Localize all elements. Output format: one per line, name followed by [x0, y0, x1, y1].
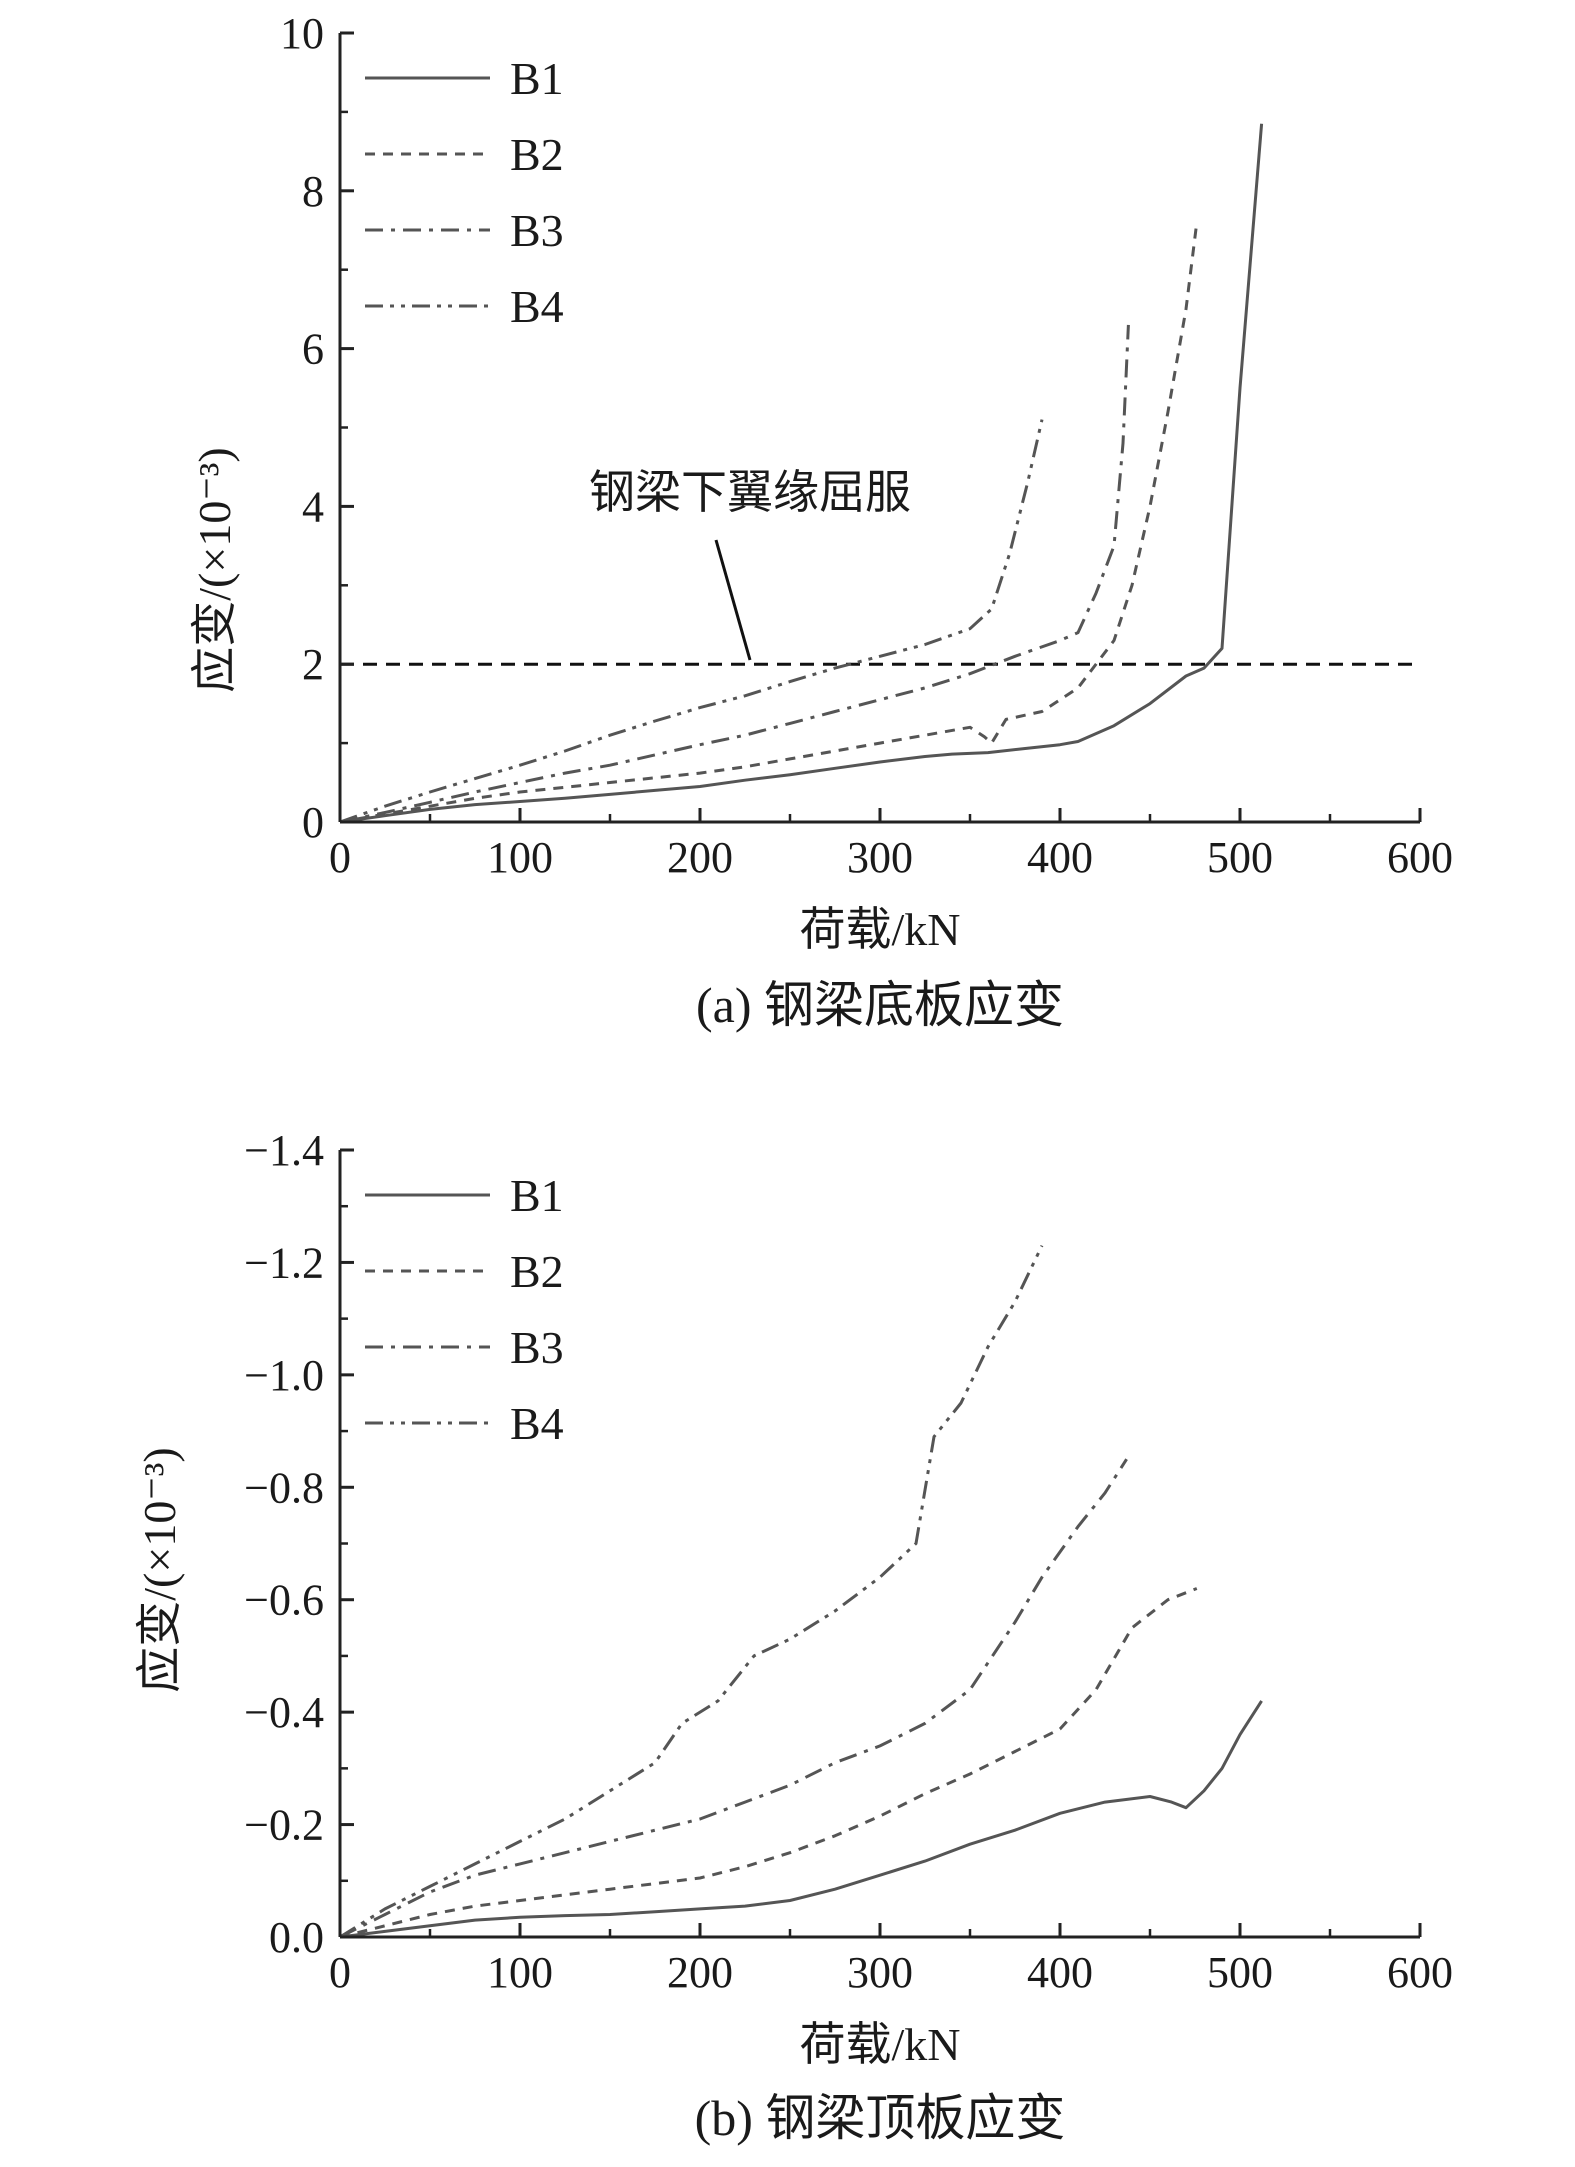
y-axis-title-b: 应变/(×10⁻³) [134, 1447, 185, 1692]
chart-panel-a: 0 100 200 300 400 500 600 0 2 4 6 8 10 B1 B2 B3 B4 应变/(… [189, 9, 1453, 1033]
x-tick-label: 0 [329, 1948, 351, 1997]
tick-labels-b: 0 100 200 300 400 500 600 0.0 −0.2 −0.4 −0.6 −0.8 −1… [244, 1126, 1453, 1997]
legend-label-b4: B4 [510, 281, 564, 332]
x-axis-title-b: 荷载/kN [800, 2019, 961, 2070]
y-tick-label: −0.4 [244, 1688, 324, 1737]
y-tick-label: 10 [280, 9, 324, 58]
legend-label-b1: B1 [510, 53, 564, 104]
legend-label-b3: B3 [510, 1322, 564, 1373]
caption-b: (b) 钢梁顶板应变 [695, 2090, 1066, 2146]
x-tick-label: 200 [667, 1948, 733, 1997]
series-line-b3 [339, 324, 1130, 824]
y-tick-label: −1.2 [244, 1238, 324, 1287]
series-line-b2 [339, 222, 1199, 824]
legend-b: B1 B2 B3 B4 [365, 1170, 564, 1449]
x-tick-label: 300 [847, 833, 913, 882]
y-tick-label: 6 [302, 325, 324, 374]
x-tick-label: 500 [1207, 1948, 1273, 1997]
y-axis-title-a: 应变/(×10⁻³) [189, 447, 240, 692]
legend-label-b3: B3 [510, 205, 564, 256]
x-tick-label: 600 [1387, 833, 1453, 882]
series-line-b1 [339, 123, 1264, 824]
series-line-b1 [339, 1700, 1263, 1939]
annotation-pointer-line [714, 539, 752, 661]
y-tick-label: 2 [302, 640, 324, 689]
y-tick-label: −0.6 [244, 1576, 324, 1625]
x-tick-label: 300 [847, 1948, 913, 1997]
legend-label-b4: B4 [510, 1398, 564, 1449]
legend-label-b1: B1 [510, 1170, 564, 1221]
annotation-yield-label: 钢梁下翼缘屈服 [589, 467, 911, 518]
y-tick-label: 8 [302, 167, 324, 216]
series-line-b4 [339, 1244, 1044, 1939]
y-tick-label: −1.0 [244, 1351, 324, 1400]
y-tick-label: −0.2 [244, 1801, 324, 1850]
y-tick-label: 0 [302, 798, 324, 847]
series-group-b [339, 1244, 1263, 1939]
legend-label-b2: B2 [510, 129, 564, 180]
x-axis-title-a: 荷载/kN [800, 904, 961, 955]
series-group-a [339, 123, 1420, 824]
legend-a: B1 B2 B3 B4 [365, 53, 564, 332]
x-tick-label: 100 [487, 1948, 553, 1997]
caption-a: (a) 钢梁底板应变 [696, 977, 1064, 1033]
x-tick-label: 0 [329, 833, 351, 882]
x-tick-label: 500 [1207, 833, 1273, 882]
axes-b [338, 1148, 1422, 1939]
y-tick-label: −0.8 [244, 1463, 324, 1512]
y-tick-label: 4 [302, 482, 324, 531]
y-tick-label: −1.4 [244, 1126, 324, 1175]
chart-panel-b: 0 100 200 300 400 500 600 0.0 −0.2 −0.4 −0.6 −0.8 −1… [134, 1126, 1453, 2146]
series-line-b3 [339, 1458, 1128, 1939]
legend-label-b2: B2 [510, 1246, 564, 1297]
tick-labels-a: 0 100 200 300 400 500 600 0 2 4 6 8 10 [280, 9, 1453, 882]
x-tick-label: 200 [667, 833, 733, 882]
x-tick-label: 400 [1027, 1948, 1093, 1997]
series-line-b2 [339, 1587, 1198, 1939]
x-tick-label: 600 [1387, 1948, 1453, 1997]
x-tick-label: 100 [487, 833, 553, 882]
x-tick-label: 400 [1027, 833, 1093, 882]
y-tick-label: 0.0 [269, 1913, 324, 1962]
series-line-b4 [339, 419, 1044, 824]
axes-a [338, 31, 1422, 824]
